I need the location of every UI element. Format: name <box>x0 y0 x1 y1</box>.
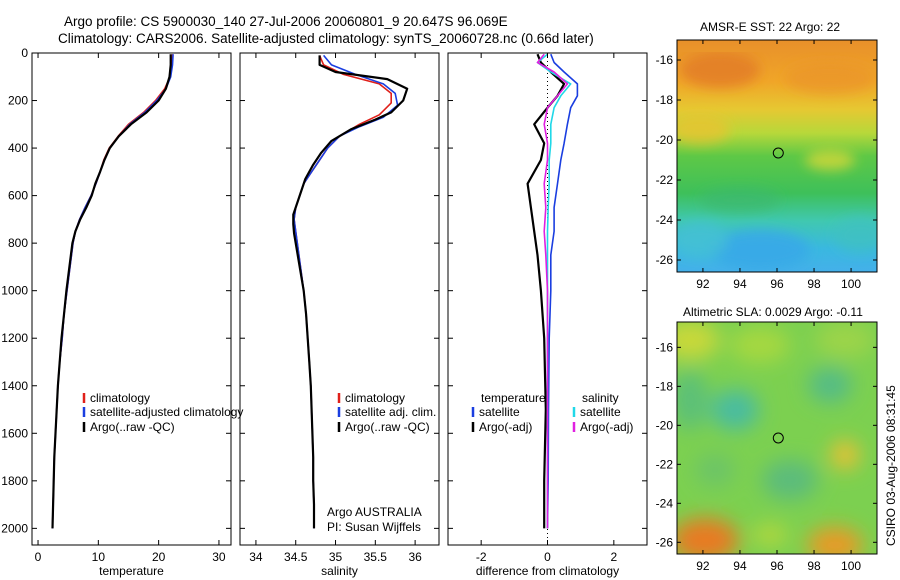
sla-argo-location-marker <box>772 432 784 444</box>
figure-title-line2: Climatology: CARS2006. Satellite-adjuste… <box>58 31 594 46</box>
sal-legend-satellite-label: satellite adj. clim. <box>345 405 436 419</box>
sla-map-image <box>677 322 877 554</box>
float-owner-annotation: Argo AUSTRALIA <box>327 505 422 519</box>
diff-legend-temp-argo-label: Argo(-adj) <box>479 420 532 434</box>
map-x-tick-label: 92 <box>696 559 710 573</box>
salinity-panel: 34 34.5 35 35.5 36 salinity climatologysatelli… <box>239 52 440 578</box>
temperature-frame <box>31 52 232 546</box>
difference-series-argo-adj--salinity <box>536 53 569 529</box>
map-y-tick-label: -22 <box>656 173 674 187</box>
x-tick-label: 10 <box>92 550 106 564</box>
map-x-tick-label: 98 <box>807 277 821 291</box>
diff-legend-sal-argo-label: Argo(-adj) <box>580 420 633 434</box>
difference-series-satellite-temperature <box>546 53 579 529</box>
map-x-tick-label: 98 <box>807 559 821 573</box>
temperature-panel: 0 10 20 30 temperature 0 200 400 600 800 1000 1200 1… <box>1 46 243 578</box>
diff-legend-sal-satellite-label: satellite <box>580 405 621 419</box>
sla-map-axes: 92 94 96 98 100 -16 -18 -20 -22 -24 -26 <box>656 322 877 573</box>
sla-map-title: Altimetric SLA: 0.0029 Argo: -0.11 <box>683 305 863 319</box>
y-tick-label: 1000 <box>1 284 28 298</box>
temperature-series-satellite-adjusted-climatology <box>51 54 174 529</box>
difference-series-satellite-salinity <box>536 53 572 529</box>
x-tick-label: 0 <box>35 550 42 564</box>
sst-map-title: AMSR-E SST: 22 Argo: 22 <box>700 20 840 34</box>
figure-title-line1: Argo profile: CS 5900030_140 27-Jul-2006… <box>64 14 508 29</box>
map-y-tick-label: -26 <box>656 253 674 267</box>
y-tick-label: 400 <box>8 141 28 155</box>
temperature-xlabel: temperature <box>99 564 164 578</box>
map-y-tick-label: -16 <box>656 53 674 67</box>
map-x-tick-label: 100 <box>841 559 861 573</box>
temperature-series-argo-raw-qc- <box>51 54 172 529</box>
difference-series-argo-adj--temperature <box>526 53 566 529</box>
map-x-tick-label: 96 <box>770 559 784 573</box>
x-tick-label: 34.5 <box>284 550 308 564</box>
x-tick-label: 2 <box>610 550 617 564</box>
map-y-tick-label: -18 <box>656 379 674 393</box>
y-tick-label: 1400 <box>1 379 28 393</box>
map-y-tick-label: -24 <box>656 213 674 227</box>
map-y-tick-label: -26 <box>656 535 674 549</box>
salinity-series-argo-raw-qc- <box>292 55 409 529</box>
x-tick-label: 30 <box>212 550 226 564</box>
x-tick-label: 36 <box>408 550 422 564</box>
difference-xlabel: difference from climatology <box>476 564 619 578</box>
map-x-tick-label: 94 <box>733 559 747 573</box>
y-tick-label: 200 <box>8 94 28 108</box>
x-tick-label: 35.5 <box>364 550 388 564</box>
y-tick-label: 2000 <box>1 521 28 535</box>
y-tick-label: 800 <box>8 236 28 250</box>
sst-map-axes: 92 94 96 98 100 -16 -18 -20 -22 -24 -26 <box>656 40 877 291</box>
map-y-tick-label: -18 <box>656 93 674 107</box>
y-tick-label: 1800 <box>1 474 28 488</box>
x-tick-label: 0 <box>544 550 551 564</box>
map-y-tick-label: -20 <box>656 133 674 147</box>
map-x-tick-label: 94 <box>733 277 747 291</box>
sal-legend-climatology-label: climatology <box>345 391 405 405</box>
sal-legend-argo-label: Argo(..raw -QC) <box>345 420 430 434</box>
diff-legend-temperature-heading: temperature <box>481 391 546 405</box>
side-caption: CSIRO 03-Aug-2006 08:31:45 <box>884 385 898 546</box>
temp-legend-climatology-label: climatology <box>90 391 150 405</box>
pi-annotation: PI: Susan Wijffels <box>327 520 421 534</box>
y-tick-label: 1200 <box>1 331 28 345</box>
y-tick-label: 600 <box>8 189 28 203</box>
sst-map-image <box>677 40 877 272</box>
y-tick-label: 1600 <box>1 426 28 440</box>
x-tick-label: 20 <box>152 550 166 564</box>
map-y-tick-label: -16 <box>656 340 674 354</box>
salinity-xlabel: salinity <box>321 564 358 578</box>
diff-legend-temp-satellite-label: satellite <box>479 405 520 419</box>
salinity-series-climatology <box>293 55 393 529</box>
map-x-tick-label: 100 <box>841 277 861 291</box>
temp-legend-argo-label: Argo(..raw -QC) <box>90 420 175 434</box>
salinity-frame <box>239 52 440 546</box>
temperature-series-climatology <box>51 54 174 529</box>
map-x-tick-label: 96 <box>770 277 784 291</box>
y-tick-label: 0 <box>21 46 28 60</box>
map-y-tick-label: -22 <box>656 457 674 471</box>
temp-legend-satellite-label: satellite-adjusted climatology <box>90 405 243 419</box>
x-tick-label: -2 <box>476 550 487 564</box>
salinity-series-satellite-adj-clim- <box>293 54 399 529</box>
sst-argo-location-marker <box>772 147 784 159</box>
map-y-tick-label: -24 <box>656 496 674 510</box>
map-x-tick-label: 92 <box>696 277 710 291</box>
x-tick-label: 34 <box>249 550 263 564</box>
x-tick-label: 35 <box>329 550 343 564</box>
diff-legend-salinity-heading: salinity <box>582 391 619 405</box>
map-y-tick-label: -20 <box>656 418 674 432</box>
